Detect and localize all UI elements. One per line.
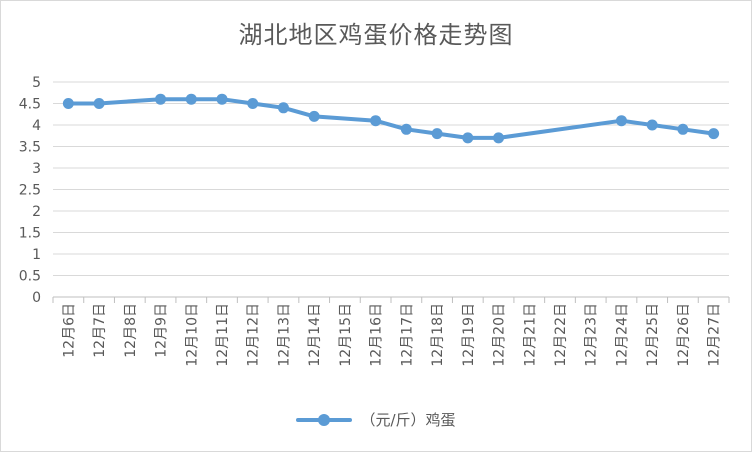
x-tick-label: 12月26日 [676, 303, 692, 367]
x-tick-label: 12月23日 [584, 303, 600, 367]
y-tick-label: 4 [32, 118, 41, 134]
data-point [277, 102, 289, 114]
x-tick-label: 12月27日 [707, 303, 723, 367]
legend-label: （元/斤）鸡蛋 [360, 411, 456, 429]
data-point [247, 98, 259, 109]
x-tick-label: 12月6日 [61, 303, 77, 358]
data-point [646, 119, 658, 131]
x-tick-label: 12月18日 [430, 303, 446, 367]
data-point [62, 98, 74, 109]
data-point [400, 123, 412, 135]
x-tick-label: 12月16日 [369, 303, 385, 367]
x-tick-label: 12月7日 [92, 303, 108, 358]
x-tick-label: 12月10日 [184, 303, 200, 367]
x-tick-label: 12月8日 [123, 303, 139, 358]
legend-marker [296, 413, 353, 426]
data-point [370, 115, 382, 127]
x-tick-label: 12月25日 [645, 303, 661, 367]
data-point [677, 123, 689, 135]
data-point [308, 110, 320, 122]
data-point [708, 128, 720, 140]
data-point [93, 98, 105, 109]
y-tick-label: 1 [32, 247, 41, 263]
data-point [216, 93, 228, 105]
y-tick-label: 2.5 [19, 183, 41, 199]
y-tick-label: 1.5 [19, 226, 41, 242]
data-point [462, 132, 474, 144]
x-tick-label: 12月9日 [154, 303, 170, 358]
y-tick-label: 5 [32, 75, 41, 91]
y-tick-label: 0.5 [19, 269, 41, 285]
x-tick-label: 12月20日 [492, 303, 508, 367]
y-tick-label: 0 [32, 290, 41, 306]
x-tick-label: 12月22日 [553, 303, 569, 367]
x-tick-label: 12月13日 [276, 303, 292, 367]
chart-title: 湖北地区鸡蛋价格走势图 [238, 21, 514, 49]
data-point [615, 115, 627, 127]
x-tick-label: 12月11日 [215, 303, 231, 367]
y-tick-label: 2 [32, 204, 41, 220]
x-tick-label: 12月15日 [338, 303, 354, 367]
x-tick-label: 12月12日 [246, 303, 262, 367]
legend: （元/斤）鸡蛋 [1, 409, 751, 430]
data-point [493, 132, 505, 144]
y-tick-label: 3.5 [19, 140, 41, 156]
x-tick-label: 12月19日 [461, 303, 477, 367]
data-point [155, 93, 167, 105]
y-tick-label: 3 [32, 161, 41, 177]
x-tick-label: 12月21日 [522, 303, 538, 367]
data-point [431, 128, 443, 140]
x-tick-label: 12月24日 [614, 303, 630, 367]
x-tick-label: 12月14日 [307, 303, 323, 367]
y-tick-label: 4.5 [19, 97, 41, 113]
data-point [185, 93, 197, 105]
x-tick-label: 12月17日 [399, 303, 415, 367]
